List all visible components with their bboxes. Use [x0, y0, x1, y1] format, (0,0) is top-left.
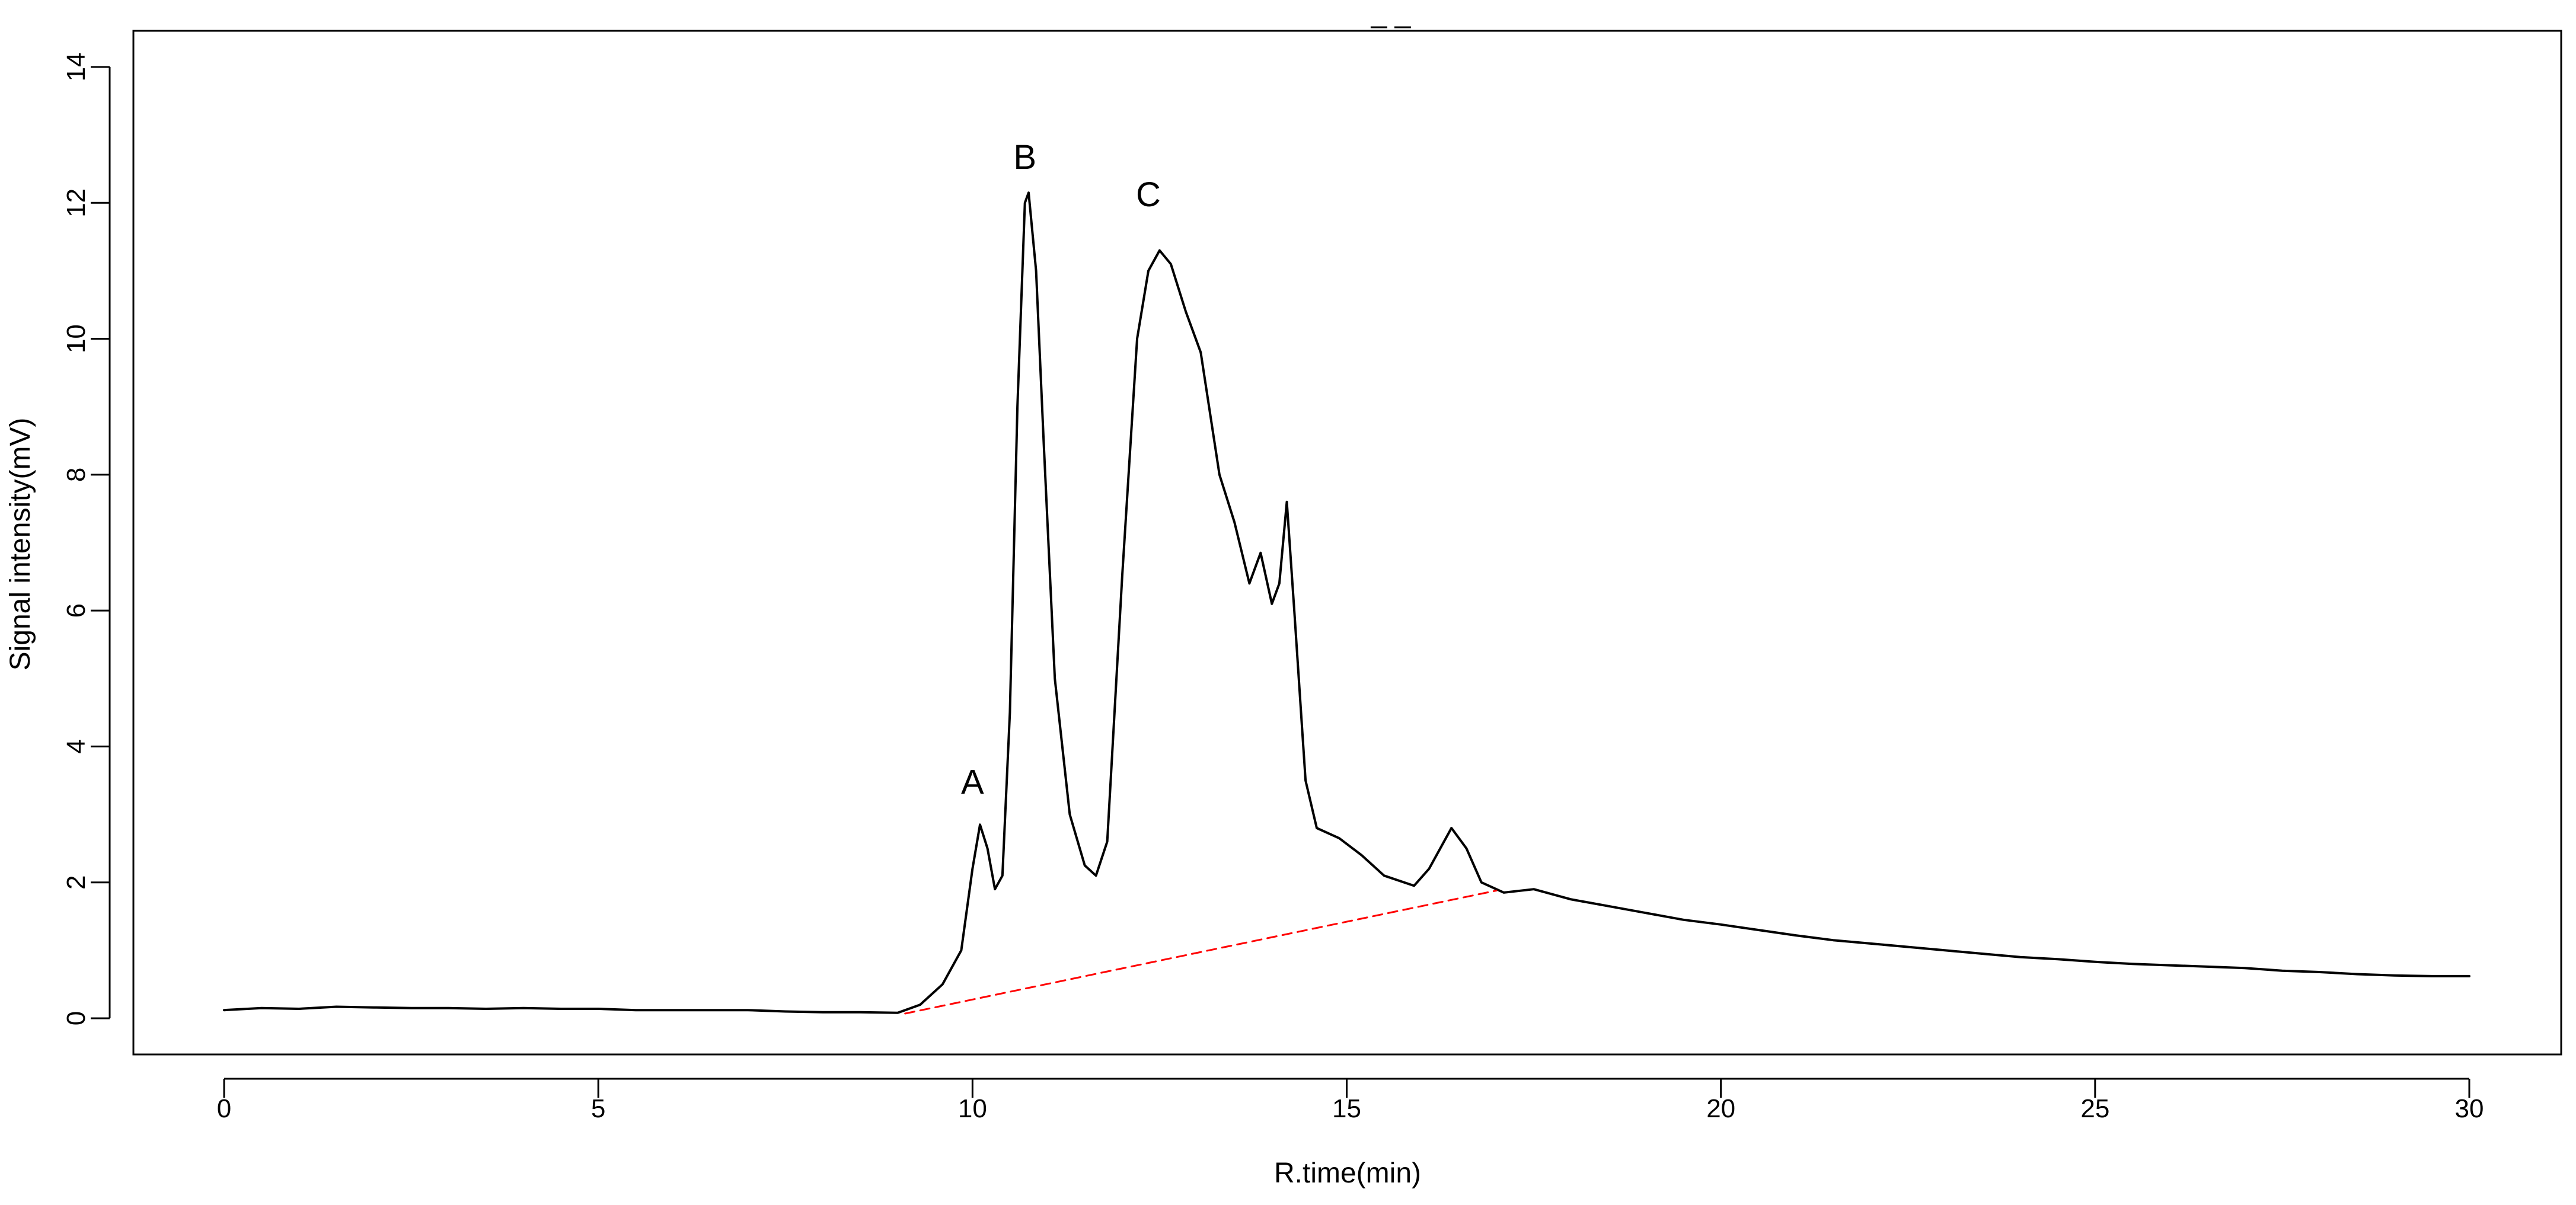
x-tick-label: 0 — [217, 1094, 231, 1123]
y-tick-label: 8 — [62, 468, 91, 482]
y-tick-label: 6 — [62, 603, 91, 618]
y-tick-label: 10 — [62, 324, 91, 353]
chart-title: _ _ — [1371, 0, 1412, 29]
series-layer — [223, 191, 2470, 1015]
plot-frame — [132, 30, 2562, 1056]
y-tick-label: 14 — [62, 53, 91, 82]
signal-series-line — [223, 191, 2470, 1014]
baseline-series-line — [904, 890, 1498, 1015]
x-tick-label: 30 — [2455, 1094, 2484, 1123]
y-axis-title: Signal intensity(mV) — [5, 418, 36, 671]
peak-label-c: C — [1136, 175, 1161, 214]
y-tick-label: 12 — [62, 188, 91, 218]
x-tick-label: 20 — [1706, 1094, 1735, 1123]
peak-label-a: A — [961, 763, 984, 802]
x-axis: 0 5 10 15 20 25 30 — [217, 1078, 2484, 1123]
y-axis: 0 2 4 6 8 10 12 14 — [62, 53, 111, 1025]
x-tick-label: 15 — [1332, 1094, 1361, 1123]
y-tick-label: 0 — [62, 1011, 91, 1025]
peak-label-b: B — [1013, 138, 1036, 177]
y-tick-label: 2 — [62, 875, 91, 889]
peak-annotations: A B C — [961, 138, 1161, 802]
y-tick-label: 4 — [62, 739, 91, 753]
x-tick-label: 10 — [958, 1094, 987, 1123]
x-tick-label: 25 — [2080, 1094, 2109, 1123]
x-tick-label: 5 — [591, 1094, 605, 1123]
plot-border — [132, 30, 2562, 1056]
x-axis-title: R.time(min) — [1274, 1158, 1421, 1189]
